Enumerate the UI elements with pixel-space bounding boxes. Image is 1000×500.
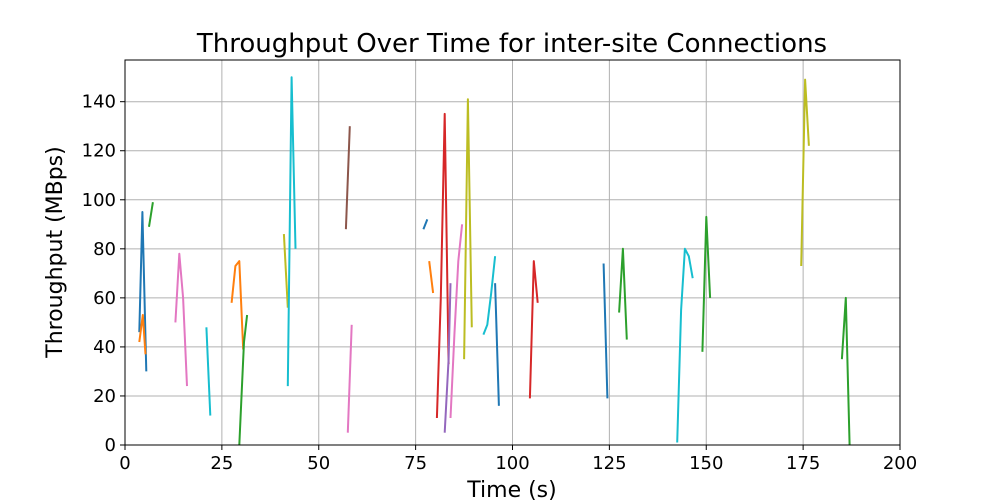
series-line-3	[148, 202, 154, 227]
series-line-9	[286, 76, 297, 387]
y-tick-label: 140	[82, 92, 116, 113]
series-line-25	[800, 78, 810, 267]
series-line-19	[494, 283, 500, 406]
series-line-2	[138, 314, 147, 355]
series-line-20	[528, 260, 539, 399]
y-axis-label: Throughput (MBps)	[43, 146, 68, 358]
series-line-4	[174, 252, 188, 387]
series-line-11	[346, 324, 353, 433]
series-line-16	[449, 224, 464, 419]
series-line-7	[238, 314, 249, 446]
x-tick-label: 0	[119, 453, 130, 474]
y-tick-label: 120	[82, 141, 116, 162]
series-line-15	[443, 283, 452, 433]
series-line-13	[428, 260, 435, 294]
y-tick-label: 80	[93, 239, 116, 260]
y-tick-label: 20	[93, 386, 116, 407]
x-axis-label: Time (s)	[466, 478, 556, 500]
y-tick-label: 100	[82, 190, 116, 211]
x-tick-label: 75	[404, 453, 427, 474]
series-line-21	[602, 263, 609, 399]
x-tick-label: 175	[786, 453, 820, 474]
x-tick-label: 100	[495, 453, 529, 474]
series-line-26	[840, 296, 851, 446]
series-line-8	[282, 234, 289, 308]
x-tick-label: 150	[689, 453, 723, 474]
y-tick-label: 60	[93, 288, 116, 309]
series-line-23	[676, 247, 694, 443]
series-line-5	[205, 327, 212, 416]
series-line-17	[463, 98, 473, 360]
x-tick-label: 125	[592, 453, 626, 474]
y-tick-label: 0	[105, 435, 116, 456]
series-line-1	[138, 211, 148, 372]
series-line-18	[482, 256, 497, 335]
series-line-14	[435, 112, 450, 419]
series-line-12	[422, 219, 429, 230]
x-tick-label: 200	[883, 453, 917, 474]
chart-title: Throughput Over Time for inter-site Conn…	[196, 29, 827, 59]
x-tick-label: 25	[210, 453, 233, 474]
axis-ticks: 0 25 50 75 100 125 150 175 200 0 20 40 60 80 100 120 140	[82, 92, 918, 474]
series-line-24	[701, 215, 712, 352]
series-line-22	[618, 247, 628, 340]
series-line-10	[344, 126, 351, 230]
x-tick-label: 50	[307, 453, 330, 474]
series-layer	[138, 76, 851, 446]
series-line-6	[230, 260, 245, 350]
y-tick-label: 40	[93, 337, 116, 358]
